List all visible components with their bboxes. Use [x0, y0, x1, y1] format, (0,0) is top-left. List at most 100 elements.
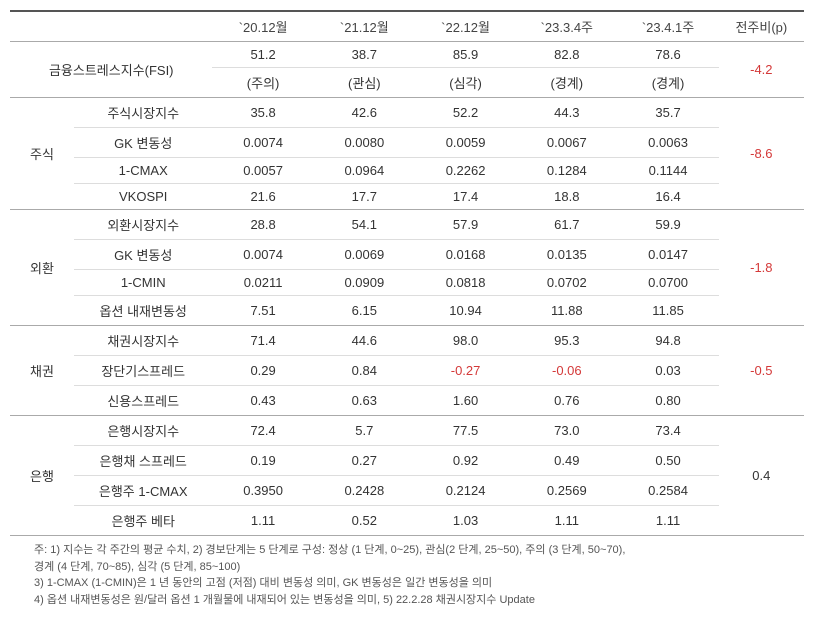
fsi-val: 78.6: [617, 42, 718, 68]
group-name: 주식: [10, 98, 74, 210]
fsi-level: (주의): [212, 68, 313, 98]
col-h-3: `23.3.4주: [516, 11, 617, 42]
cell-value: 0.0063: [617, 128, 718, 158]
cell-value: 72.4: [212, 416, 313, 446]
row-label: 장단기스프레드: [74, 356, 213, 386]
cell-value: 44.6: [314, 326, 415, 356]
footnote-line: 4) 옵션 내재변동성은 원/달러 옵션 1 개월물에 내재되어 있는 변동성을…: [34, 592, 804, 609]
cell-value: 1.11: [516, 506, 617, 536]
header-row: `20.12월 `21.12월 `22.12월 `23.3.4주 `23.4.1…: [10, 11, 804, 42]
cell-value: 77.5: [415, 416, 516, 446]
cell-value: 0.92: [415, 446, 516, 476]
cell-value: 0.0700: [617, 270, 718, 296]
cell-value: 1.60: [415, 386, 516, 416]
cell-value: -0.06: [516, 356, 617, 386]
cell-value: 0.0702: [516, 270, 617, 296]
fsi-val: 38.7: [314, 42, 415, 68]
row-label: 은행주 베타: [74, 506, 213, 536]
cell-value: 0.0909: [314, 270, 415, 296]
cell-value: 95.3: [516, 326, 617, 356]
fsi-val: 85.9: [415, 42, 516, 68]
fsi-title: 금융스트레스지수(FSI): [10, 42, 212, 98]
group-name: 외환: [10, 210, 74, 326]
group-delta: -0.5: [719, 326, 804, 416]
row-label: 1-CMIN: [74, 270, 213, 296]
cell-value: 35.8: [212, 98, 313, 128]
cell-value: 0.52: [314, 506, 415, 536]
cell-value: 98.0: [415, 326, 516, 356]
col-h-1: `21.12월: [314, 11, 415, 42]
cell-value: 0.0964: [314, 158, 415, 184]
group-name: 채권: [10, 326, 74, 416]
cell-value: 0.0147: [617, 240, 718, 270]
cell-value: 0.3950: [212, 476, 313, 506]
row-label: GK 변동성: [74, 128, 213, 158]
row-label: 은행시장지수: [74, 416, 213, 446]
row-label: 은행주 1-CMAX: [74, 476, 213, 506]
fsi-level: (경계): [617, 68, 718, 98]
col-h-delta: 전주비(p): [719, 11, 804, 42]
row-label: VKOSPI: [74, 184, 213, 210]
cell-value: 18.8: [516, 184, 617, 210]
cell-value: 17.4: [415, 184, 516, 210]
footnote-line: 주: 1) 지수는 각 주간의 평균 수치, 2) 경보단계는 5 단계로 구성…: [34, 542, 804, 559]
cell-value: 1.03: [415, 506, 516, 536]
row-label: 외환시장지수: [74, 210, 213, 240]
row-label: 옵션 내재변동성: [74, 296, 213, 326]
row-label: 주식시장지수: [74, 98, 213, 128]
row-label: 1-CMAX: [74, 158, 213, 184]
cell-value: 0.0059: [415, 128, 516, 158]
fsi-val: 51.2: [212, 42, 313, 68]
cell-value: 6.15: [314, 296, 415, 326]
cell-value: 73.4: [617, 416, 718, 446]
cell-value: 0.1144: [617, 158, 718, 184]
cell-value: 0.0057: [212, 158, 313, 184]
cell-value: 28.8: [212, 210, 313, 240]
cell-value: 21.6: [212, 184, 313, 210]
cell-value: 0.2584: [617, 476, 718, 506]
cell-value: 0.80: [617, 386, 718, 416]
cell-value: 57.9: [415, 210, 516, 240]
cell-value: 0.50: [617, 446, 718, 476]
header-blank: [10, 11, 212, 42]
group-delta: -8.6: [719, 98, 804, 210]
cell-value: 0.0074: [212, 128, 313, 158]
cell-value: 61.7: [516, 210, 617, 240]
cell-value: 5.7: [314, 416, 415, 446]
cell-value: 0.0069: [314, 240, 415, 270]
row-label: 은행채 스프레드: [74, 446, 213, 476]
cell-value: -0.27: [415, 356, 516, 386]
group-name: 은행: [10, 416, 74, 536]
cell-value: 71.4: [212, 326, 313, 356]
cell-value: 0.0818: [415, 270, 516, 296]
cell-value: 11.85: [617, 296, 718, 326]
cell-value: 52.2: [415, 98, 516, 128]
cell-value: 0.27: [314, 446, 415, 476]
cell-value: 54.1: [314, 210, 415, 240]
col-h-4: `23.4.1주: [617, 11, 718, 42]
fsi-val: 82.8: [516, 42, 617, 68]
cell-value: 0.84: [314, 356, 415, 386]
cell-value: 0.2569: [516, 476, 617, 506]
cell-value: 0.63: [314, 386, 415, 416]
cell-value: 0.29: [212, 356, 313, 386]
fsi-level: (관심): [314, 68, 415, 98]
cell-value: 0.49: [516, 446, 617, 476]
fsi-level: (경계): [516, 68, 617, 98]
cell-value: 10.94: [415, 296, 516, 326]
cell-value: 0.76: [516, 386, 617, 416]
group-delta: -1.8: [719, 210, 804, 326]
row-label: 신용스프레드: [74, 386, 213, 416]
cell-value: 11.88: [516, 296, 617, 326]
footnote-line: 3) 1-CMAX (1-CMIN)은 1 년 동안의 고점 (저점) 대비 변…: [34, 575, 804, 592]
group-delta: 0.4: [719, 416, 804, 536]
fsi-table: `20.12월 `21.12월 `22.12월 `23.3.4주 `23.4.1…: [10, 10, 804, 536]
fsi-delta: -4.2: [719, 42, 804, 98]
cell-value: 0.2124: [415, 476, 516, 506]
cell-value: 0.0074: [212, 240, 313, 270]
cell-value: 16.4: [617, 184, 718, 210]
cell-value: 0.1284: [516, 158, 617, 184]
cell-value: 1.11: [617, 506, 718, 536]
cell-value: 59.9: [617, 210, 718, 240]
cell-value: 0.2262: [415, 158, 516, 184]
